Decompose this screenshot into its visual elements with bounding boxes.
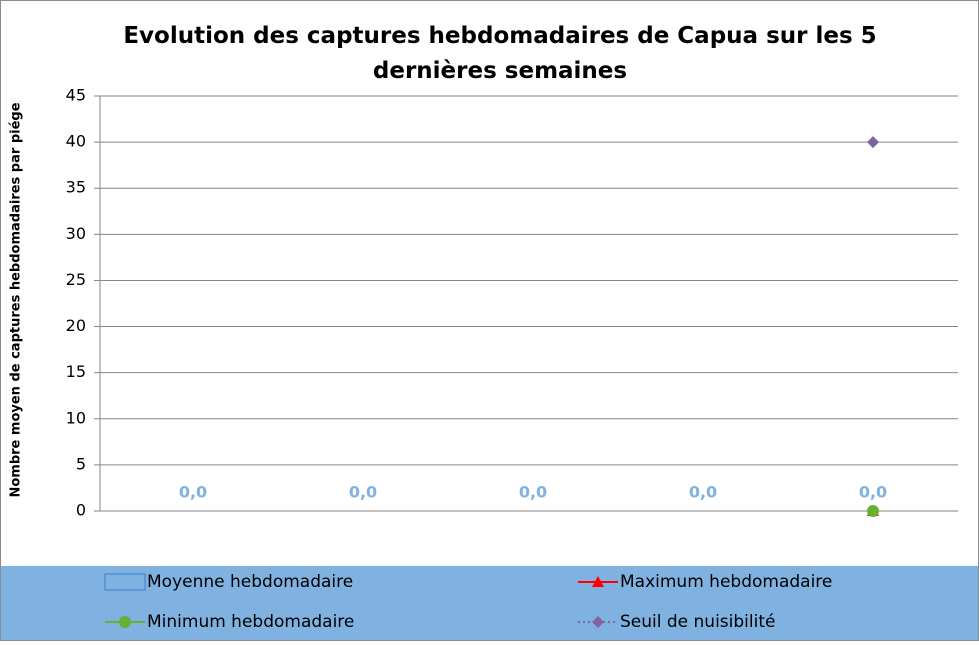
y-tick-label: 5 <box>76 454 86 473</box>
legend-entry: Seuil de nuisibilité <box>578 612 775 632</box>
data-label: 0,0 <box>859 483 887 502</box>
y-tick-label: 15 <box>66 362 86 381</box>
y-axis-label: Nombre moyen de captures hebdomadaires p… <box>9 102 24 497</box>
legend-label: Moyenne hebdomadaire <box>147 572 353 592</box>
marker <box>592 576 604 587</box>
chart-title: Evolution des captures hebdomadaires de … <box>123 23 876 84</box>
y-tick-label: 45 <box>66 86 86 105</box>
legend-entry: Minimum hebdomadaire <box>105 612 354 632</box>
legend-swatch <box>104 573 146 591</box>
legend-band <box>1 566 978 640</box>
y-tick-label: 0 <box>76 501 86 520</box>
y-tick-label: 40 <box>66 132 86 151</box>
legend-label: Minimum hebdomadaire <box>147 612 354 632</box>
y-tick-label: 30 <box>66 224 86 243</box>
marker <box>592 616 604 628</box>
legend-label: Seuil de nuisibilité <box>620 612 775 632</box>
y-tick-label: 10 <box>66 408 86 427</box>
legend-label: Maximum hebdomadaire <box>620 572 832 592</box>
marker <box>867 505 879 517</box>
data-label: 0,0 <box>519 483 547 502</box>
y-tick-label: 20 <box>66 316 86 335</box>
legend-entry: Moyenne hebdomadaire <box>104 572 353 592</box>
marker <box>119 616 131 628</box>
legend-entry: Maximum hebdomadaire <box>578 572 832 592</box>
data-label: 0,0 <box>689 483 717 502</box>
y-tick-label: 25 <box>66 270 86 289</box>
data-label: 0,0 <box>349 483 377 502</box>
marker <box>867 136 879 149</box>
y-tick-label: 35 <box>66 178 86 197</box>
data-label: 0,0 <box>179 483 207 502</box>
